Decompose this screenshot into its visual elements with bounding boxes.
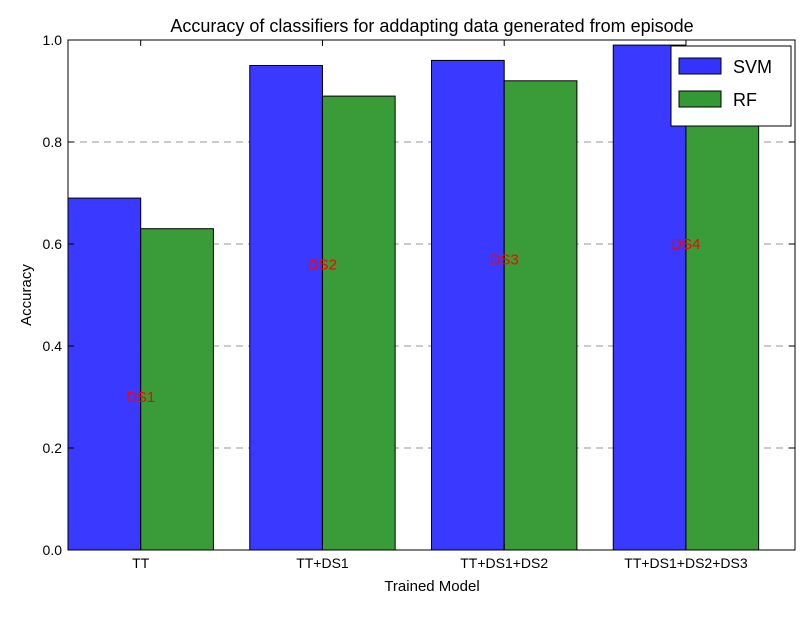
- x-tick-label: TT+DS1+DS2+DS3: [624, 555, 748, 571]
- x-tick-label: TT+DS1: [296, 555, 349, 571]
- chart-title: Accuracy of classifiers for addapting da…: [170, 16, 693, 36]
- x-tick-label: TT: [132, 555, 150, 571]
- y-tick-label: 0.4: [43, 338, 63, 354]
- y-tick-label: 0.0: [43, 542, 63, 558]
- legend-swatch-rf: [678, 90, 722, 108]
- annotation-label: DS3: [490, 251, 519, 268]
- bar-rf: [140, 228, 214, 551]
- x-axis-label: Trained Model: [384, 578, 479, 595]
- bar-svm: [431, 59, 505, 551]
- bar-svm: [249, 65, 323, 551]
- bar-rf: [685, 59, 760, 551]
- y-axis-label: Accuracy: [18, 264, 35, 326]
- bar-rf: [503, 80, 578, 551]
- legend-swatch-svm: [678, 57, 722, 75]
- axis-ticks: 0.0 0.2 0.4 0.6 0.8 1.0 TT TT+DS1 TT+DS1+DS2 TT+D…: [43, 32, 795, 571]
- y-tick-label: 0.2: [43, 440, 63, 456]
- bars: [67, 44, 760, 551]
- bar-svm: [67, 197, 142, 551]
- annotation-label: DS2: [308, 256, 337, 273]
- legend: SVM RF: [670, 45, 792, 127]
- y-tick-label: 0.6: [43, 236, 63, 252]
- plot-frame: [67, 39, 796, 551]
- bar-rf: [321, 95, 396, 551]
- annotation-label: DS4: [671, 236, 700, 253]
- y-tick-label: 0.8: [43, 134, 63, 150]
- legend-label-svm: SVM: [733, 57, 772, 77]
- x-tick-label: TT+DS1+DS2: [460, 555, 548, 571]
- y-tick-label: 1.0: [43, 32, 63, 48]
- annotation-label: DS1: [126, 389, 155, 406]
- annotations: DS1 DS2 DS3 DS4: [126, 236, 700, 406]
- legend-label-rf: RF: [733, 90, 757, 110]
